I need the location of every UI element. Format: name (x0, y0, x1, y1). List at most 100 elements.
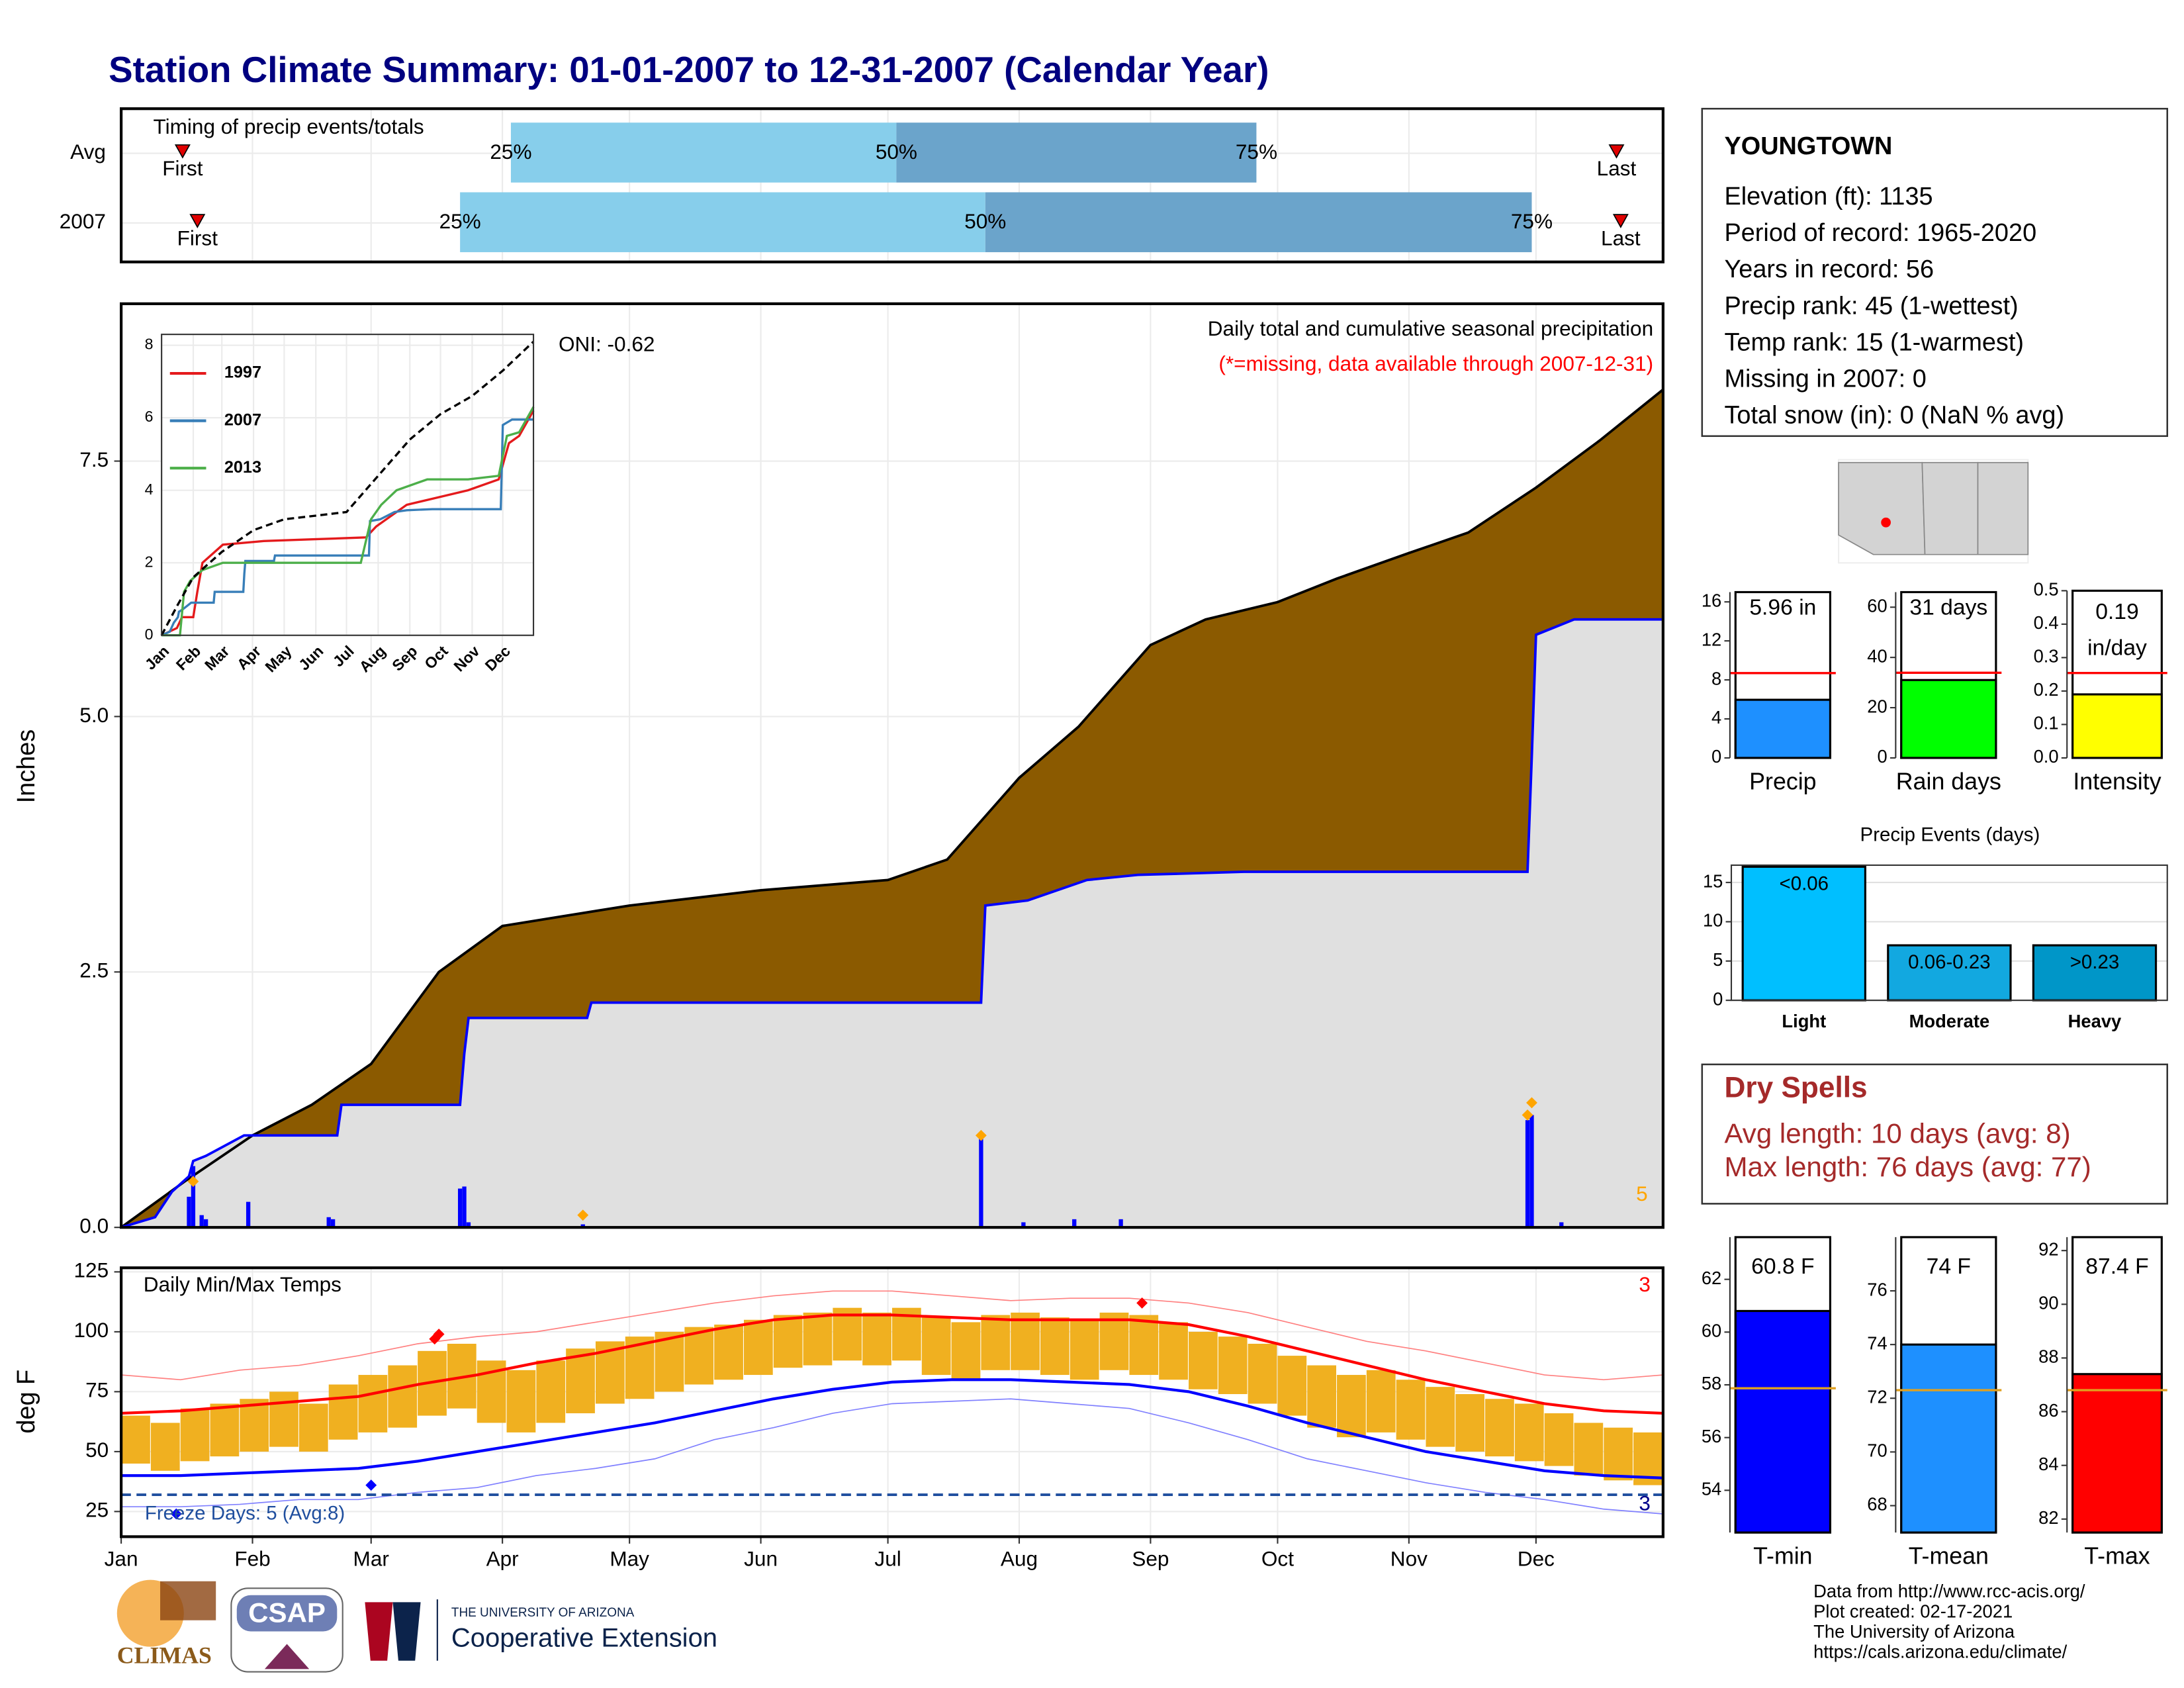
y-tick-label: 0.2 (2034, 679, 2059, 700)
y-tick-label: 7.5 (79, 447, 109, 471)
event-marker (189, 214, 206, 228)
temp-range-bar (269, 1391, 298, 1447)
x-tick-label: Moderate (1909, 1011, 1990, 1031)
temp-range-bar (921, 1317, 951, 1376)
page-title: Station Climate Summary: 01-01-2007 to 1… (109, 49, 1269, 90)
info-line: Years in record: 56 (1724, 256, 1934, 283)
temp-range-bar (566, 1348, 595, 1413)
y-tick-label: 8 (1711, 668, 1721, 688)
quartile-label: 75% (1236, 140, 1277, 164)
bar (1887, 944, 2012, 1002)
y-tick-label: 62 (1702, 1268, 1721, 1288)
event-label: Last (1601, 226, 1641, 250)
bar-label: >0.23 (2070, 951, 2120, 973)
record-marker (1526, 1097, 1537, 1109)
record-marker (170, 1508, 182, 1520)
y-tick-label: 75 (85, 1378, 109, 1402)
temp-range-bar (1277, 1356, 1307, 1416)
logo-text: CLIMAS (117, 1642, 212, 1669)
x-axis-label: T-min (1753, 1542, 1812, 1569)
cumulative-line (120, 618, 1663, 1229)
y-tick-label: 76 (1867, 1279, 1887, 1299)
info-line: Total snow (in): 0 (NaN % avg) (1724, 402, 2064, 430)
x-tick-label: Dec (1518, 1547, 1555, 1571)
logo-text: CSAP (248, 1597, 326, 1628)
panel-title: Daily total and cumulative seasonal prec… (1208, 316, 1653, 340)
map (1838, 459, 2029, 564)
daily-bar (462, 1186, 467, 1228)
x-axis-label: T-mean (1909, 1542, 1989, 1569)
info-line: Avg length: 10 days (avg: 8) (1724, 1117, 2070, 1149)
gauge-bar (1734, 698, 1832, 759)
x-tick-label: Jun (744, 1547, 778, 1571)
y-tick-label: 74 (1867, 1333, 1887, 1353)
quartile-label: 50% (964, 209, 1006, 233)
y-tick-label: 0.5 (2034, 579, 2059, 600)
y-tick-label: 68 (1867, 1494, 1887, 1515)
y-tick-label: 0.1 (2034, 713, 2059, 733)
gauge-value-label: in/day (2087, 636, 2147, 661)
quartile-label: 75% (1511, 209, 1553, 233)
daily-bar (326, 1217, 331, 1228)
y-tick-label: 60 (1702, 1321, 1721, 1341)
y-tick-label: 0 (1878, 746, 1888, 767)
y-tick-label: 0 (1711, 746, 1721, 767)
record-marker (433, 1329, 445, 1340)
temp-range-bar (180, 1408, 210, 1462)
daily-bar (1021, 1222, 1026, 1228)
y-tick-label: 40 (1867, 645, 1887, 666)
daily-bar (457, 1188, 463, 1228)
y-tick-label: 125 (74, 1258, 109, 1282)
x-tick-label: Jul (874, 1547, 901, 1571)
temp-range-bar (1574, 1423, 1604, 1476)
daily-bar (1529, 1115, 1534, 1228)
gauge-value-label: 87.4 F (2085, 1254, 2148, 1279)
normal-max-line (121, 1313, 1663, 1415)
record-marker (187, 1176, 199, 1188)
event-label: Last (1597, 156, 1637, 180)
temp-range-bar (951, 1322, 981, 1380)
normal-min-line (121, 1378, 1663, 1479)
gauge-bar (1900, 679, 1997, 759)
y-tick-label: 2.5 (79, 959, 109, 982)
temp-range-bar (1426, 1387, 1455, 1447)
y-tick-label: 70 (1867, 1440, 1887, 1461)
temp-range-bar (1189, 1331, 1218, 1389)
y-tick-label: 4 (1711, 707, 1721, 727)
quartile-label: 50% (876, 140, 917, 164)
panel-subtitle: (*=missing, data available through 2007-… (1218, 352, 1653, 375)
y-tick-label: 20 (1867, 696, 1887, 716)
temp-range-bar (1218, 1336, 1248, 1395)
temp-range-bar (1604, 1427, 1633, 1481)
hot-count: 3 (1639, 1272, 1651, 1296)
y-tick-label: 92 (2038, 1239, 2058, 1259)
temp-range-bar (150, 1423, 180, 1471)
y-tick-label: 2007 (60, 209, 106, 233)
gauge-value-label: 31 days (1909, 596, 1987, 620)
y-tick-label: 25 (85, 1498, 109, 1522)
temp-range-bar (328, 1384, 358, 1440)
map-state (1838, 461, 1926, 555)
gauge-bar (1900, 1343, 1997, 1534)
quartile-bar (985, 192, 1532, 252)
gauge-value-label: 74 F (1927, 1254, 1971, 1279)
y-tick-label: 4 (145, 481, 154, 498)
y-tick-label: 0.3 (2034, 646, 2059, 667)
y-tick-label: 54 (1702, 1479, 1721, 1499)
temp-range-bar (210, 1403, 240, 1457)
y-tick-label: 0 (1713, 988, 1723, 1009)
temp-range-bar (1485, 1399, 1514, 1457)
y-tick-label: 2 (145, 553, 154, 570)
temp-range-bar (714, 1325, 743, 1380)
x-axis-label: T-max (2084, 1542, 2150, 1569)
record-count: 5 (1636, 1182, 1648, 1205)
daily-bar (199, 1215, 204, 1228)
y-axis-label: Inches (13, 729, 40, 804)
temp-range-bar (1011, 1312, 1040, 1370)
cold-count: 3 (1639, 1491, 1651, 1515)
info-box (1701, 1063, 2169, 1205)
info-line: Period of record: 1965-2020 (1724, 219, 2036, 247)
temp-range-bar (1129, 1315, 1159, 1376)
inset-background (161, 334, 534, 635)
